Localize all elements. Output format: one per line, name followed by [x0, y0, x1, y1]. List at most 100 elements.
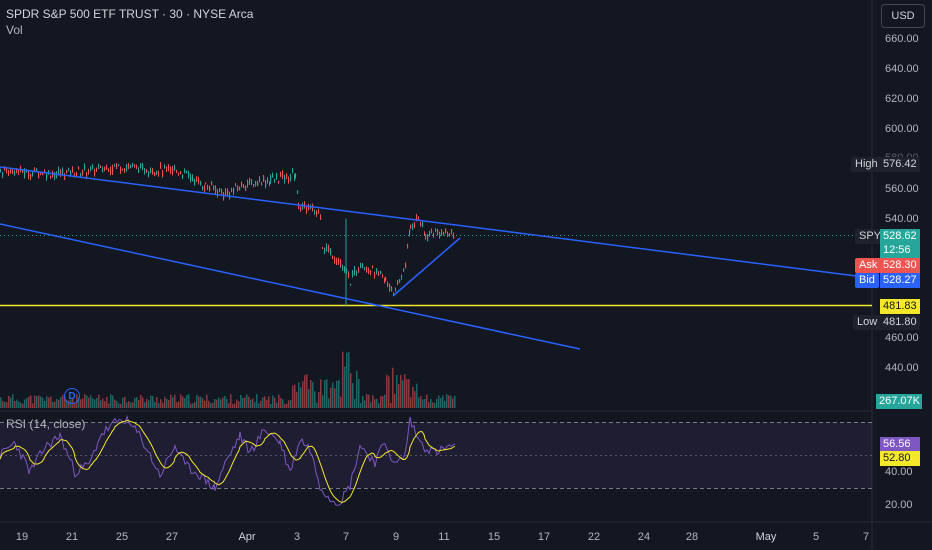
candle-body	[118, 164, 120, 166]
candle-body	[217, 191, 219, 195]
candle-body	[154, 172, 156, 177]
candle-body	[257, 182, 259, 186]
volume-bar	[224, 395, 226, 408]
volume-bar	[166, 398, 168, 408]
volume-bar	[418, 397, 420, 408]
volume-bar	[202, 398, 204, 408]
candle-body	[354, 268, 356, 273]
candle-body	[184, 170, 186, 173]
candle-body	[324, 248, 326, 252]
volume-bar	[278, 394, 280, 408]
candle-body	[243, 185, 245, 188]
volume-bar	[314, 391, 316, 408]
volume-bar	[414, 391, 416, 408]
candle-body	[172, 168, 174, 174]
candle-body	[194, 179, 196, 186]
volume-bar	[112, 395, 114, 408]
time-tick: 5	[812, 531, 820, 543]
candle-body	[443, 232, 445, 236]
volume-bar	[86, 395, 88, 408]
candle-body	[422, 223, 424, 227]
volume-bar	[312, 382, 314, 408]
volume-bar	[54, 401, 56, 408]
candle-body	[215, 187, 217, 193]
currency-button[interactable]: USD	[881, 4, 925, 28]
candle-body	[239, 187, 241, 191]
volume-bar	[348, 351, 350, 408]
candle-body	[198, 179, 200, 183]
candle-body	[130, 165, 132, 168]
candle-body	[366, 267, 368, 273]
candle-body	[24, 170, 26, 177]
volume-bar	[190, 403, 192, 408]
candle-body	[453, 235, 455, 238]
volume-bar	[396, 375, 398, 408]
candle-body	[445, 228, 447, 233]
candle-body	[274, 178, 276, 182]
candle-body	[420, 223, 422, 226]
time-tick: Apr	[238, 531, 256, 543]
volume-bar	[286, 403, 288, 408]
volume-bar	[364, 400, 366, 408]
candle-body	[344, 267, 346, 271]
candle-body	[286, 173, 288, 177]
candle-body	[76, 173, 78, 176]
volume-indicator-label[interactable]: Vol	[6, 23, 23, 37]
candle-body	[46, 174, 48, 178]
volume-bar	[308, 389, 310, 408]
candle-body	[356, 272, 358, 274]
volume-bar	[26, 398, 28, 408]
candle-body	[12, 170, 14, 174]
volume-value-tag: 267.07K	[876, 394, 922, 409]
symbol-title[interactable]: SPDR S&P 500 ETF TRUST · 30 · NYSE Arca	[6, 7, 254, 21]
volume-bar	[406, 379, 408, 408]
candle-body	[166, 167, 168, 170]
candle-body	[263, 176, 265, 182]
candle-body	[447, 232, 449, 236]
time-tick: May	[755, 531, 777, 543]
volume-bar	[324, 380, 326, 408]
candle-body	[328, 247, 330, 252]
candle-body	[425, 234, 427, 238]
bid-value-tag: 528.27	[880, 273, 920, 288]
volume-bar	[354, 398, 356, 408]
candle-body	[221, 189, 223, 194]
volume-bar	[132, 402, 134, 408]
volume-bar	[342, 351, 344, 408]
volume-bar	[88, 397, 90, 408]
candle-body	[231, 189, 233, 191]
candle-body	[439, 232, 441, 237]
candle-body	[148, 171, 150, 175]
volume-bar	[50, 396, 52, 408]
candle-body	[259, 178, 261, 181]
rsi-indicator-label[interactable]: RSI (14, close)	[6, 417, 86, 431]
candle-body	[326, 246, 328, 251]
volume-bar	[6, 402, 8, 408]
volume-bar	[372, 395, 374, 408]
volume-bar	[290, 399, 292, 408]
candle-body	[280, 173, 282, 177]
candle-body	[92, 165, 94, 168]
candle-body	[253, 184, 255, 187]
candle-body	[370, 270, 372, 273]
candle-body	[20, 166, 22, 170]
candle-body	[261, 183, 263, 186]
candle-body	[276, 173, 278, 178]
candle-body	[384, 278, 386, 281]
volume-bar	[242, 397, 244, 408]
dividend-marker-icon[interactable]: D	[64, 388, 80, 404]
candle-body	[36, 168, 38, 172]
volume-bar	[332, 382, 334, 408]
horizontal-line-price-tag[interactable]: 481.83	[880, 299, 920, 314]
candle-body	[186, 170, 188, 174]
candle-body	[297, 190, 299, 193]
candle-body	[393, 293, 395, 295]
candle-body	[78, 167, 80, 170]
high-label: High	[851, 157, 882, 172]
candle-body	[74, 173, 76, 177]
candle-body	[449, 235, 451, 237]
volume-bar	[74, 403, 76, 408]
volume-bar	[106, 396, 108, 408]
ask-value-tag: 528.30	[880, 258, 920, 273]
